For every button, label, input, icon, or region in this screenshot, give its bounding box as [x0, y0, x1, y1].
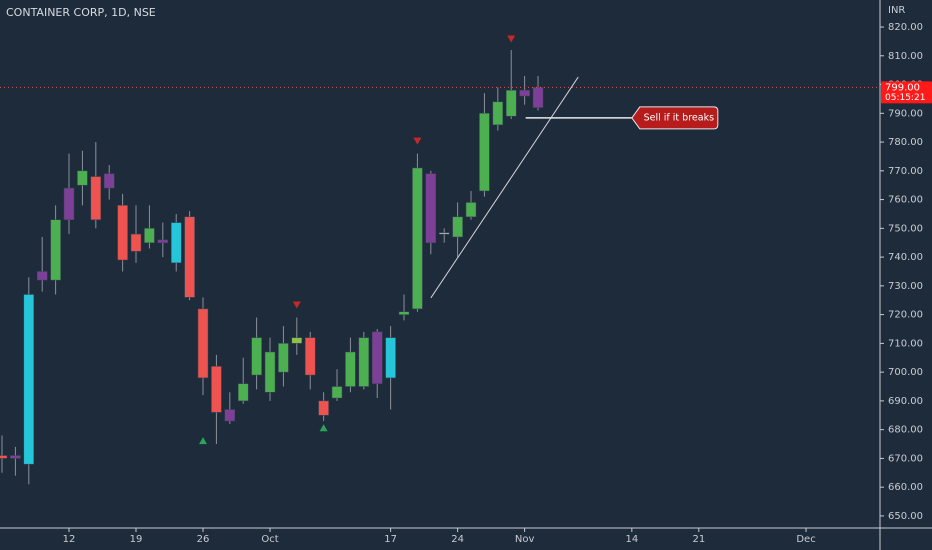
candle-body	[425, 173, 437, 243]
candle-body	[63, 187, 75, 220]
candle-body	[264, 351, 276, 393]
candle-body	[465, 202, 477, 218]
candle-body	[90, 176, 102, 220]
x-tick-label: 21	[692, 534, 705, 545]
x-tick-label: Dec	[796, 534, 815, 545]
candle-body	[532, 87, 544, 108]
x-tick-label: Nov	[515, 534, 535, 545]
candle-body	[251, 337, 262, 376]
candle-body	[170, 222, 182, 264]
candle-body	[197, 308, 209, 379]
candle-body	[10, 455, 21, 459]
signal-marker	[199, 437, 208, 445]
x-tick-label: 26	[197, 534, 210, 545]
candle-body	[117, 205, 128, 261]
candle-body	[358, 337, 370, 387]
candle-body	[505, 90, 517, 117]
x-tick-label: 14	[625, 534, 638, 545]
candle-body	[492, 101, 504, 126]
candle-body	[224, 409, 236, 422]
candle-body	[0, 455, 8, 459]
y-tick-label: 710.00	[888, 338, 923, 349]
candle-body	[103, 173, 115, 189]
candle-body	[398, 311, 410, 315]
candle-body	[278, 343, 289, 373]
x-tick-label: 17	[384, 534, 397, 545]
x-tick-label: 19	[130, 534, 143, 545]
candle-body	[291, 337, 303, 344]
y-tick-label: 650.00	[888, 511, 923, 522]
candle-body	[385, 337, 396, 379]
y-tick-label: 790.00	[888, 108, 923, 119]
x-tick-label: 12	[63, 534, 76, 545]
candle-body	[438, 232, 450, 235]
candle-body	[36, 271, 48, 281]
y-tick-label: 720.00	[888, 310, 923, 321]
y-tick-label: 740.00	[888, 252, 923, 263]
x-tick-label: Oct	[261, 534, 278, 545]
candle-body	[77, 170, 88, 186]
candle-body	[304, 337, 316, 376]
annotation-text: Sell if it breaks	[644, 112, 714, 123]
trendline	[430, 76, 579, 299]
last-price-box	[881, 81, 932, 104]
candle-body	[479, 113, 490, 192]
y-tick-label: 680.00	[888, 425, 923, 436]
candle-body	[452, 216, 463, 238]
y-tick-label: 750.00	[888, 223, 923, 234]
candle-body	[130, 233, 142, 252]
candle-body	[331, 386, 343, 399]
y-tick-label: 760.00	[888, 195, 923, 206]
countdown-label: 05:15:21	[885, 93, 925, 103]
y-tick-label: 770.00	[888, 166, 923, 177]
signal-marker	[413, 137, 422, 145]
y-tick-label: 730.00	[888, 281, 923, 292]
candle-body	[519, 90, 530, 97]
candle-body	[345, 351, 356, 387]
candle-body	[211, 366, 222, 413]
y-tick-label: 690.00	[888, 396, 923, 407]
x-tick-label: 24	[451, 534, 464, 545]
candle-body	[371, 331, 383, 384]
y-tick-label: 660.00	[888, 482, 923, 493]
y-tick-label: 670.00	[888, 453, 923, 464]
annotation-callout	[631, 106, 719, 130]
candle-body	[184, 216, 195, 298]
signal-marker	[292, 301, 301, 309]
candle-body	[144, 228, 155, 243]
candle-body	[412, 167, 423, 310]
candle-body	[23, 294, 35, 465]
y-tick-label: 700.00	[888, 367, 923, 378]
chart-title: CONTAINER CORP, 1D, NSE	[6, 6, 156, 19]
y-tick-label: 780.00	[888, 137, 923, 148]
candle-body	[237, 383, 249, 402]
last-price-label: 799.00	[885, 82, 920, 93]
candle-body	[50, 219, 61, 281]
candle-body	[318, 400, 329, 416]
y-axis-label: INR	[888, 5, 905, 16]
signal-marker	[319, 424, 328, 432]
candle-body	[157, 239, 169, 243]
y-tick-label: 810.00	[888, 51, 923, 62]
signal-marker	[507, 35, 516, 43]
y-tick-label: 820.00	[888, 22, 923, 33]
